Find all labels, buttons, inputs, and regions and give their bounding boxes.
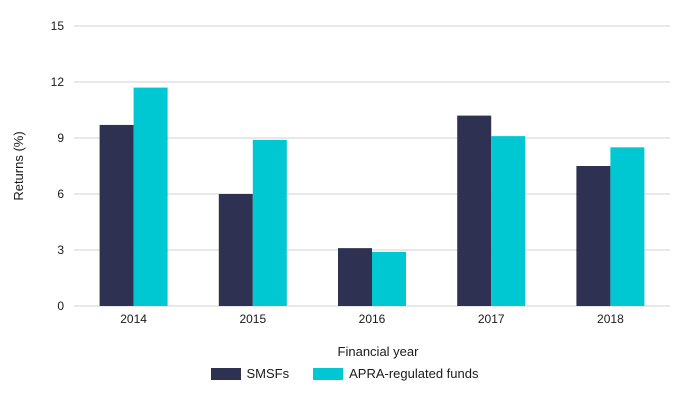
y-tick-label: 3 <box>57 243 64 257</box>
bar-smsfs-2018 <box>576 166 611 306</box>
legend-swatch-smsfs <box>210 367 241 380</box>
y-axis-ticks: 0 3 6 9 12 15 <box>51 19 65 313</box>
x-tick-label: 2016 <box>359 312 386 326</box>
legend-label-apra: APRA-regulated funds <box>349 366 479 381</box>
bar-smsfs-2014 <box>99 124 134 306</box>
legend-item-apra: APRA-regulated funds <box>313 366 478 381</box>
y-tick-label: 15 <box>51 19 65 33</box>
x-axis-ticks: 2014 2015 2016 2017 2018 <box>120 312 624 326</box>
bar-apra-2017 <box>491 136 526 306</box>
x-tick-label: 2017 <box>478 312 505 326</box>
bars <box>99 87 645 306</box>
legend: SMSFs APRA-regulated funds <box>0 366 689 381</box>
y-tick-label: 12 <box>51 75 65 89</box>
y-axis-title: Returns (%) <box>11 131 26 200</box>
y-tick-label: 9 <box>57 131 64 145</box>
bar-smsfs-2015 <box>218 194 253 306</box>
bar-apra-2018 <box>610 147 645 306</box>
legend-item-smsfs: SMSFs <box>210 366 290 381</box>
y-tick-label: 0 <box>57 299 64 313</box>
legend-swatch-apra <box>313 367 344 380</box>
bar-apra-2015 <box>252 139 287 306</box>
x-tick-label: 2015 <box>239 312 266 326</box>
y-tick-label: 6 <box>57 187 64 201</box>
gridlines <box>74 25 670 307</box>
x-axis-title: Financial year <box>338 344 420 359</box>
bar-smsfs-2016 <box>338 248 372 306</box>
bar-smsfs-2017 <box>457 115 492 306</box>
bar-apra-2014 <box>133 87 168 306</box>
legend-label-smsfs: SMSFs <box>246 366 290 381</box>
x-tick-label: 2018 <box>597 312 624 326</box>
x-tick-label: 2014 <box>120 312 147 326</box>
bar-apra-2016 <box>372 251 406 306</box>
